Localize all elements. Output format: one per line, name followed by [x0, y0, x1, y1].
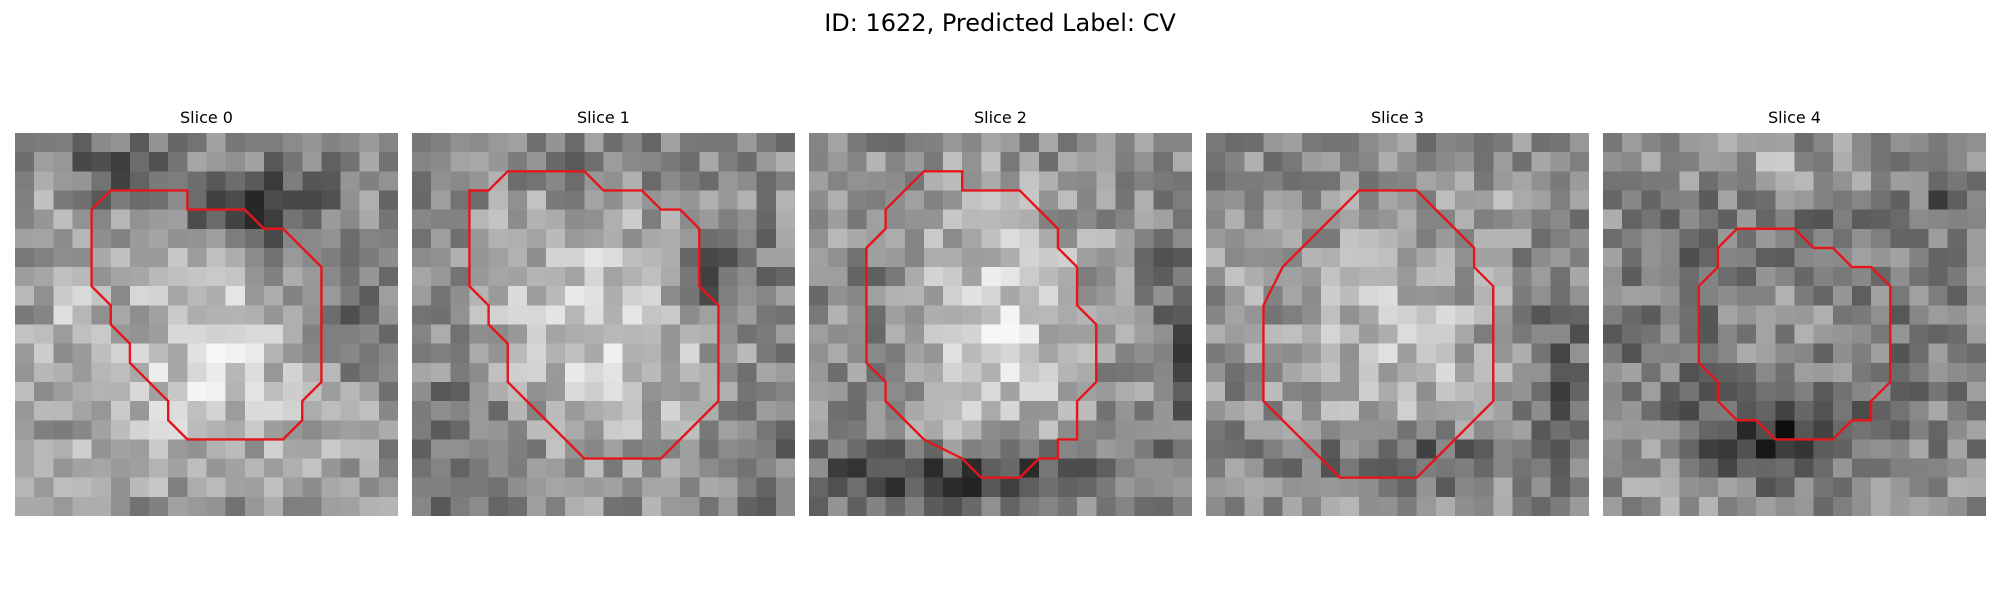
- slice-panel-2: Slice 2: [809, 108, 1192, 516]
- pixel-grid: [1603, 133, 1986, 516]
- slice-panel-0: Slice 0: [15, 108, 398, 516]
- pixel-grid: [15, 133, 398, 516]
- slice-panel-3: Slice 3: [1206, 108, 1589, 516]
- slice-title: Slice 4: [1603, 108, 1986, 128]
- slice-image: [809, 133, 1192, 516]
- slice-image: [412, 133, 795, 516]
- figure-title: ID: 1622, Predicted Label: CV: [0, 8, 2000, 38]
- slice-title: Slice 1: [412, 108, 795, 128]
- slice-title: Slice 0: [15, 108, 398, 128]
- slice-title: Slice 3: [1206, 108, 1589, 128]
- slice-title: Slice 2: [809, 108, 1192, 128]
- slice-panel-4: Slice 4: [1603, 108, 1986, 516]
- slice-image: [1603, 133, 1986, 516]
- slice-image: [15, 133, 398, 516]
- slice-image: [1206, 133, 1589, 516]
- slice-panel-1: Slice 1: [412, 108, 795, 516]
